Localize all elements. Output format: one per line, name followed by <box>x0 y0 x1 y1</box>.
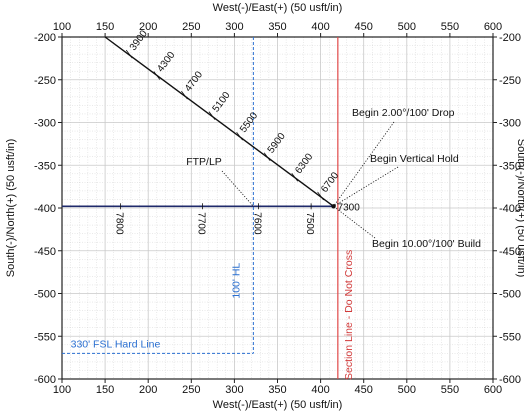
x-tick-label-bottom: 200 <box>139 384 157 396</box>
x-tick-label-bottom: 450 <box>355 384 373 396</box>
grid <box>61 36 494 380</box>
md-label-end: 7300 <box>338 202 361 213</box>
y-tick-label-left: -400 <box>34 203 56 215</box>
md-label: 4300 <box>155 49 177 74</box>
y-tick-label-right: -400 <box>499 203 521 215</box>
x-tick-label-top: 150 <box>96 21 114 33</box>
y-tick-label-right: -600 <box>499 374 521 386</box>
poi-leader <box>333 205 376 239</box>
x-tick-label-bottom: 500 <box>398 384 416 396</box>
poi-leader <box>333 166 399 207</box>
md-tick <box>291 172 299 182</box>
x-tick-label-bottom: 550 <box>441 384 459 396</box>
y-axis-title-left: South(-)/North(+) (50 usft/in) <box>5 139 17 277</box>
x-tick-label-bottom: 400 <box>311 384 329 396</box>
x-tick-label-bottom: 350 <box>268 384 286 396</box>
x-tick-label-top: 600 <box>484 21 502 33</box>
x-axis-title-bottom: West(-)/East(+) (50 usft/in) <box>213 399 343 411</box>
md-tick <box>236 131 243 141</box>
x-tick-label-bottom: 600 <box>484 384 502 396</box>
hard-line-label: 330' FSL Hard Line <box>71 338 161 350</box>
md-tick <box>153 71 161 80</box>
y-tick-label-left: -600 <box>34 374 56 386</box>
md-tick <box>317 191 324 201</box>
x-tick-label-top: 550 <box>441 21 459 33</box>
x-tick-label-bottom: 300 <box>225 384 243 396</box>
x-tick-label-top: 250 <box>182 21 200 33</box>
y-tick-label-left: -500 <box>34 289 56 301</box>
hard-lines: 100' HL 330' FSL Hard Line <box>62 37 254 354</box>
y-tick-label-left: -200 <box>34 32 56 44</box>
md-tick <box>263 152 271 161</box>
x-tick-label-top: 400 <box>311 21 329 33</box>
y-tick-label-left: -350 <box>34 160 56 172</box>
poi-leader <box>333 121 395 207</box>
x-tick-label-bottom: 100 <box>53 384 71 396</box>
section-line-label: Section Line - Do Not Cross <box>343 250 355 380</box>
md-label: 5100 <box>211 90 233 115</box>
y-axis-title-right: South(-)/North(+) (50 usft/in) <box>515 139 524 277</box>
hard-line-label: 100' HL <box>230 263 242 299</box>
x-tick-label-top: 300 <box>225 21 243 33</box>
x-tick-label-top: 100 <box>53 21 71 33</box>
x-tick-label-bottom: 250 <box>182 384 200 396</box>
md-label: 7800 <box>114 212 125 235</box>
md-label: 7500 <box>304 212 315 235</box>
y-tick-label-left: -550 <box>34 331 56 343</box>
x-tick-label-top: 350 <box>268 21 286 33</box>
poi-label: FTP/LP <box>186 156 222 168</box>
md-label: 5900 <box>266 131 288 156</box>
poi-label: Begin Vertical Hold <box>370 153 459 165</box>
md-label: 4700 <box>183 69 205 94</box>
x-axis-title-top: West(-)/East(+) (50 usft/in) <box>213 2 343 14</box>
y-tick-label-right: -550 <box>499 331 521 343</box>
y-tick-label-right: -200 <box>499 32 521 44</box>
y-tick-label-right: -450 <box>499 246 521 258</box>
md-tick <box>208 111 216 120</box>
x-tick-label-top: 500 <box>398 21 416 33</box>
x-tick-label-bottom: 150 <box>96 384 114 396</box>
points-of-interest: Begin 2.00°/100' Drop Begin Vertical Hold… <box>186 107 481 250</box>
y-tick-label-right: -300 <box>499 118 521 130</box>
y-tick-label-left: -250 <box>34 75 56 87</box>
y-tick-label-right: -350 <box>499 160 521 172</box>
y-tick-label-left: -450 <box>34 246 56 258</box>
poi-label: Begin 2.00°/100' Drop <box>352 107 455 119</box>
build-drop-path <box>104 36 334 207</box>
ticks: 100 100 150 150 200 200 250 250 300 300 350 350 400 4… <box>34 21 521 396</box>
section-line: Section Line - Do Not Cross <box>337 37 355 380</box>
y-tick-label-right: -250 <box>499 75 521 87</box>
y-tick-label-left: -300 <box>34 118 56 130</box>
poi-leader <box>221 170 254 207</box>
x-tick-label-top: 200 <box>139 21 157 33</box>
md-tick <box>125 49 133 59</box>
md-label: 7700 <box>196 212 207 235</box>
md-tick <box>181 90 188 100</box>
md-label: 7600 <box>252 212 263 235</box>
y-tick-label-right: -500 <box>499 289 521 301</box>
md-label: 6300 <box>293 151 315 176</box>
poi-label: Begin 10.00°/100' Build <box>372 238 481 250</box>
x-tick-label-top: 450 <box>355 21 373 33</box>
